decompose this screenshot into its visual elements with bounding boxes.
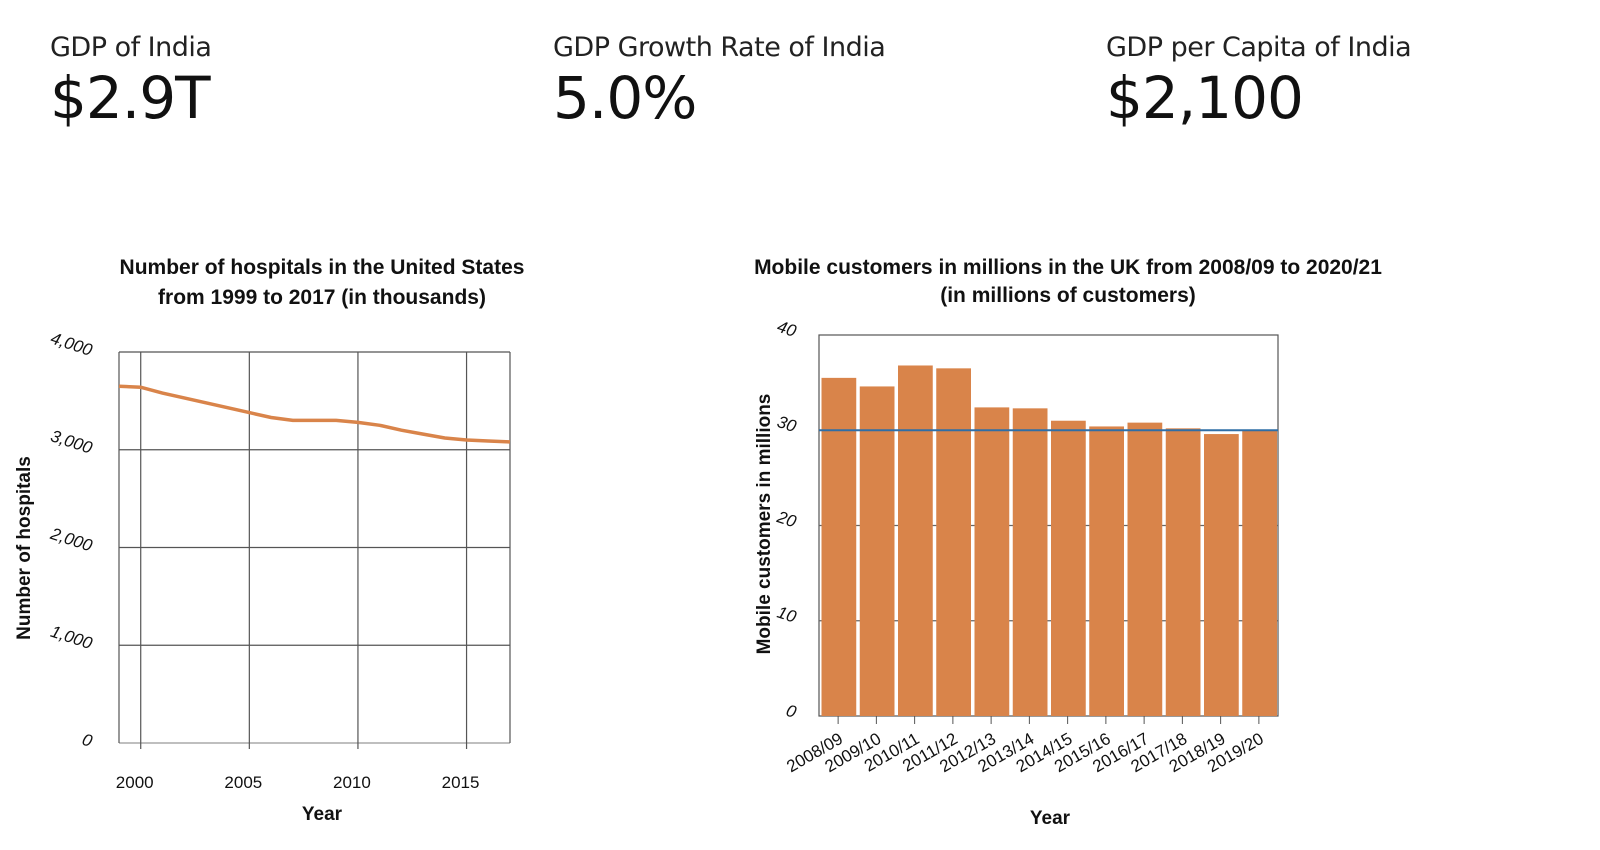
chart-title-line-2: from 1999 to 2017 (in thousands) <box>158 286 486 309</box>
bar <box>974 407 1010 716</box>
mobile-customers-bar-chart: Mobile customers in millions in the UK f… <box>754 256 1382 829</box>
x-tick-label: 2000 <box>116 773 154 792</box>
bar <box>1012 408 1048 716</box>
y-tick-label: 10 <box>775 603 799 627</box>
kpi-label: GDP per Capita of India <box>1106 32 1412 63</box>
bar <box>1127 422 1163 716</box>
y-tick-label: 0 <box>784 701 799 722</box>
x-axis-label: Year <box>1030 808 1071 829</box>
kpi-value: $2,100 <box>1106 64 1304 132</box>
kpi-gdp-per-capita: GDP per Capita of India $2,100 <box>1106 30 1412 132</box>
chart-title-line-1: Mobile customers in millions in the UK f… <box>754 256 1382 279</box>
x-axis-label: Year <box>302 804 343 825</box>
kpi-value: $2.9T <box>50 64 211 132</box>
bar <box>1242 430 1277 716</box>
bar <box>936 368 971 716</box>
bar <box>821 377 857 716</box>
x-tick-label: 2005 <box>224 773 262 792</box>
kpi-gdp-growth: GDP Growth Rate of India 5.0% <box>553 30 886 132</box>
y-tick-label: 30 <box>775 412 799 436</box>
y-tick-label: 2,000 <box>47 524 95 556</box>
y-axis-label: Mobile customers in millions <box>754 394 775 655</box>
y-tick-label: 20 <box>774 507 799 531</box>
kpi-gdp: GDP of India $2.9T <box>50 30 212 132</box>
chart-title-line-2: (in millions of customers) <box>940 284 1196 307</box>
kpi-label: GDP of India <box>50 32 212 63</box>
series-line <box>118 384 511 444</box>
chart-title-line-1: Number of hospitals in the United States <box>120 256 525 279</box>
bar <box>1165 428 1201 716</box>
bar <box>1089 426 1124 716</box>
kpi-value: 5.0% <box>553 64 697 132</box>
y-tick-label: 1,000 <box>48 622 95 653</box>
bar <box>898 365 933 716</box>
y-tick-label: 0 <box>80 730 95 751</box>
x-tick-label: 2015 <box>442 773 480 792</box>
y-tick-label: 3,000 <box>48 426 95 457</box>
y-tick-label: 4,000 <box>48 329 95 360</box>
bar <box>1051 420 1086 716</box>
y-axis-label: Number of hospitals <box>14 456 35 640</box>
y-tick-label: 40 <box>775 317 799 341</box>
x-tick-label: 2010 <box>333 773 371 792</box>
hospitals-line-chart: Number of hospitals in the United States… <box>14 256 525 825</box>
bar <box>859 386 895 716</box>
kpi-label: GDP Growth Rate of India <box>553 32 886 63</box>
bar <box>1204 434 1239 716</box>
